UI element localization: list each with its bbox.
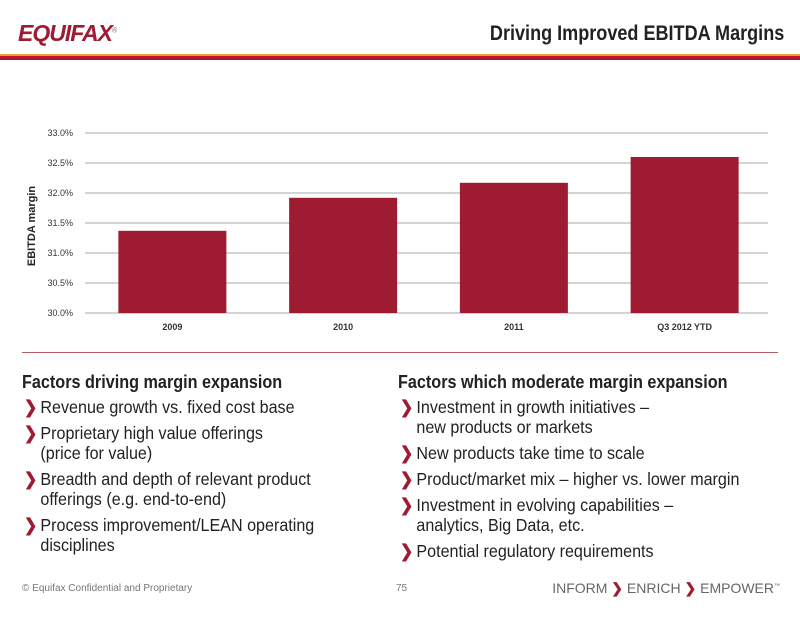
bar: [118, 230, 227, 313]
chevron-bullet-icon: ❯: [23, 469, 38, 489]
x-tick-label: 2010: [333, 322, 353, 332]
left-heading: Factors driving margin expansion: [22, 372, 283, 392]
bullet-item: ❯ Proprietary high value offerings (price …: [22, 423, 314, 463]
bullet-text: Investment in growth initiatives –: [416, 397, 650, 417]
bullet-item: ❯ Process improvement/LEAN operating disci…: [22, 515, 314, 555]
bar: [289, 197, 398, 313]
bullet-item: ❯ Product/market mix – higher vs. lower m…: [398, 469, 740, 489]
y-tick-label: 33.0%: [47, 128, 73, 138]
bullet-text: offerings (e.g. end-to-end): [40, 489, 227, 509]
bullet-item: ❯ New products take time to scale: [398, 443, 739, 463]
page-title: Driving Improved EBITDA Margins: [489, 22, 784, 45]
confidential-note: © Equifax Confidential and Proprietary: [22, 583, 193, 594]
right-column: Factors which moderate margin expansion …: [398, 372, 769, 567]
chevron-bullet-icon: ❯: [23, 397, 38, 417]
chevron-bullet-icon: ❯: [399, 443, 414, 463]
bullet-text: new products or markets: [416, 417, 593, 437]
bullet-item: ❯ Revenue growth vs. fixed cost base: [22, 397, 314, 417]
header-stripe: [0, 54, 800, 60]
bullet-text: Breadth and depth of relevant product: [40, 469, 311, 489]
x-tick-label: 2009: [162, 322, 182, 332]
bar: [630, 157, 739, 313]
bullet-item: ❯ Potential regulatory requirements: [398, 541, 739, 561]
bullet-item: ❯ Investment in growth initiatives – new p…: [398, 397, 739, 437]
tagline: INFORM ❯ ENRICH ❯ EMPOWER™: [552, 580, 780, 596]
page-number: 75: [396, 583, 408, 594]
ebitda-chart: 30.0% 30.5% 31.0% 31.5% 32.0% 32.5% 33.0% 2009 2…: [26, 128, 768, 332]
y-tick-label: 32.0%: [47, 188, 73, 198]
bar: [459, 182, 568, 313]
x-tick-label: 2011: [504, 322, 524, 332]
y-tick-label: 31.0%: [47, 248, 73, 258]
y-axis-label: EBITDA margin: [26, 186, 38, 267]
chevron-icon: ❯: [611, 580, 624, 596]
right-heading: Factors which moderate margin expansion: [398, 372, 728, 392]
y-tick-label: 30.0%: [47, 308, 73, 318]
bullet-item: ❯ Investment in evolving capabilities – an…: [398, 495, 739, 535]
y-tick-label: 32.5%: [47, 158, 73, 168]
chevron-bullet-icon: ❯: [23, 515, 38, 535]
chevron-bullet-icon: ❯: [399, 541, 414, 561]
equifax-logo: EQUIFAX®: [18, 20, 117, 46]
bullet-text: New products take time to scale: [416, 443, 645, 463]
bullet-item: ❯ Breadth and depth of relevant product of…: [22, 469, 314, 509]
bullet-text: Process improvement/LEAN operating: [40, 515, 315, 535]
bullet-text: Potential regulatory requirements: [416, 541, 654, 561]
bullet-text: Revenue growth vs. fixed cost base: [40, 397, 295, 417]
chevron-bullet-icon: ❯: [399, 495, 414, 515]
y-tick-label: 30.5%: [47, 278, 73, 288]
bullet-text: Investment in evolving capabilities –: [416, 495, 674, 515]
bullet-text: Proprietary high value offerings: [40, 423, 263, 443]
chevron-bullet-icon: ❯: [399, 397, 414, 417]
bullet-text: disciplines: [40, 535, 115, 555]
bullet-text: analytics, Big Data, etc.: [416, 515, 585, 535]
left-column: Factors driving margin expansion ❯ Revenu…: [22, 372, 340, 561]
y-tick-label: 31.5%: [47, 218, 73, 228]
x-tick-label: Q3 2012 YTD: [657, 322, 712, 332]
chevron-icon: ❯: [684, 580, 697, 596]
chevron-bullet-icon: ❯: [23, 423, 38, 443]
bullet-text: Product/market mix – higher vs. lower ma…: [416, 469, 740, 489]
divider: [22, 352, 778, 353]
chevron-bullet-icon: ❯: [399, 469, 414, 489]
bullet-text: (price for value): [40, 443, 153, 463]
